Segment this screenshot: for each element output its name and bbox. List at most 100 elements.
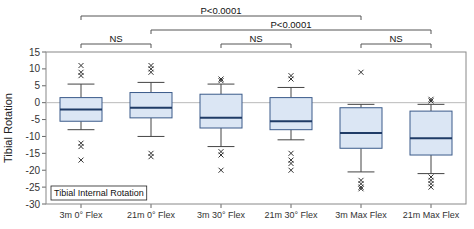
x-tick [221, 204, 222, 208]
box [410, 111, 452, 155]
whisker-cap-low [138, 136, 165, 137]
outlier [219, 168, 224, 173]
whisker-high [151, 82, 152, 92]
y-tick [42, 52, 46, 53]
bracket [81, 16, 361, 20]
outlier [79, 70, 84, 75]
plot-data [46, 63, 466, 191]
bracket [221, 44, 291, 48]
y-tick [42, 187, 46, 188]
annotation: Tibial Internal Rotation [54, 188, 144, 198]
bracket [81, 44, 151, 48]
whisker-cap-high [208, 84, 235, 85]
y-tick [42, 204, 46, 205]
whisker-cap-high [418, 104, 445, 105]
box-group [410, 97, 452, 190]
y-tick-label: -5 [31, 114, 40, 125]
x-tick [291, 204, 292, 208]
annotation-box [51, 186, 147, 200]
y-tick-label: 15 [29, 47, 41, 58]
median [130, 107, 172, 109]
whisker-high [221, 84, 222, 94]
median [270, 120, 312, 122]
outlier [79, 63, 84, 68]
outlier [359, 70, 364, 75]
whisker-cap-low [68, 129, 95, 130]
whisker-cap-low [418, 173, 445, 174]
whisker-cap-low [278, 139, 305, 140]
bracket-label: NS [249, 33, 262, 44]
outlier [219, 153, 224, 158]
outlier [149, 63, 154, 68]
y-tick-label: 10 [29, 63, 41, 74]
box [270, 98, 312, 130]
x-tick [81, 204, 82, 208]
x-tick [361, 204, 362, 208]
chart: -30-25-20-15-10-5051015Tibial Rotation3m… [0, 0, 474, 229]
whisker-cap-high [278, 87, 305, 88]
x-tick [431, 204, 432, 208]
box-group [200, 77, 242, 173]
box [60, 98, 102, 122]
y-axis: -30-25-20-15-10-5051015 [26, 47, 46, 210]
y-tick-label: -20 [26, 165, 41, 176]
y-tick [42, 119, 46, 120]
median [60, 108, 102, 110]
x-tick-label: 3m 0° Flex [59, 210, 103, 220]
median [340, 132, 382, 134]
x-tick-label: 21m 0° Flex [127, 210, 176, 220]
bracket-group: P<0.0001 [81, 5, 361, 20]
whisker-low [291, 130, 292, 140]
whisker-cap-low [348, 171, 375, 172]
bracket-label: NS [389, 33, 402, 44]
outlier [79, 158, 84, 163]
x-tick [151, 204, 152, 208]
y-tick-label: 5 [34, 80, 40, 91]
y-tick [42, 102, 46, 103]
y-tick-label: -30 [26, 199, 41, 210]
y-tick-label: 0 [34, 97, 40, 108]
box-group [270, 73, 312, 173]
outlier [289, 168, 294, 173]
whisker-cap-high [68, 84, 95, 85]
y-tick-label: -25 [26, 182, 41, 193]
bracket-label: P<0.0001 [271, 19, 312, 30]
y-axis-label: Tibial Rotation [2, 93, 14, 163]
bracket-group: NS [361, 33, 431, 48]
box [130, 93, 172, 118]
whisker-cap-high [348, 104, 375, 105]
whisker-high [431, 104, 432, 111]
outlier [359, 186, 364, 191]
y-tick [42, 85, 46, 86]
reference-line [46, 102, 466, 103]
bracket [151, 30, 431, 34]
outlier [429, 97, 434, 102]
outlier [149, 154, 154, 159]
box-group [130, 63, 172, 159]
y-tick [42, 136, 46, 137]
box-group [60, 63, 102, 163]
x-tick-label: 21m 30° Flex [264, 210, 318, 220]
whisker-low [361, 148, 362, 172]
outlier [79, 144, 84, 149]
whisker-cap-high [138, 82, 165, 83]
whisker-high [81, 84, 82, 98]
box [200, 94, 242, 128]
whisker-low [151, 118, 152, 137]
whisker-low [431, 155, 432, 174]
bracket-label: NS [109, 33, 122, 44]
bracket-group: NS [221, 33, 291, 48]
box-group [340, 70, 382, 192]
x-tick-label: 3m Max Flex [335, 210, 387, 220]
y-tick-label: -15 [26, 148, 41, 159]
y-tick [42, 170, 46, 171]
bracket-label: P<0.0001 [201, 5, 242, 16]
y-tick [42, 153, 46, 154]
outlier [429, 185, 434, 190]
whisker-low [221, 128, 222, 147]
box [340, 108, 382, 149]
outlier [289, 151, 294, 156]
annotation-group: Tibial Internal Rotation [51, 186, 147, 200]
outlier [219, 77, 224, 82]
bracket-group: P<0.0001 [151, 19, 431, 34]
